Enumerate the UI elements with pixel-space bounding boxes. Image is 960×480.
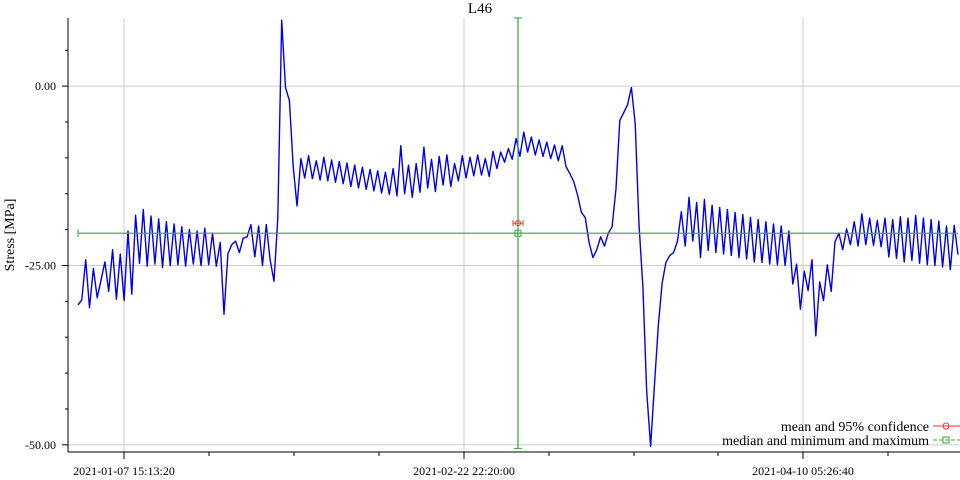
y-tick-label: -25.00 <box>25 258 56 272</box>
legend-key-median-marker <box>942 436 950 444</box>
axes <box>67 18 960 453</box>
legend: mean and 95% confidence median and minim… <box>722 420 960 449</box>
y-axis-label: Stress [MPa] <box>3 199 18 272</box>
y-tick-label: -50.00 <box>25 438 56 452</box>
y-tick-label: 0.00 <box>35 79 56 93</box>
mean-circle-marker <box>515 220 521 227</box>
x-tick-label: 2021-02-22 22:20:00 <box>413 464 515 478</box>
grid <box>68 18 960 452</box>
legend-label-mean: mean and 95% confidence <box>781 420 929 435</box>
x-tick-label: 2021-01-07 15:13:20 <box>73 464 175 478</box>
y-ticks: 0.00 -25.00 -50.00 <box>25 49 68 452</box>
median-square-marker <box>514 229 522 237</box>
legend-label-median: median and minimum and maximum <box>722 434 929 449</box>
x-tick-label: 2021-04-10 05:26:40 <box>752 464 854 478</box>
x-ticks: 2021-01-07 15:13:20 2021-02-22 22:20:00 20… <box>73 452 889 478</box>
chart-title: L46 <box>468 1 493 17</box>
legend-key-mean-marker <box>942 422 950 430</box>
summary-markers <box>77 17 958 449</box>
